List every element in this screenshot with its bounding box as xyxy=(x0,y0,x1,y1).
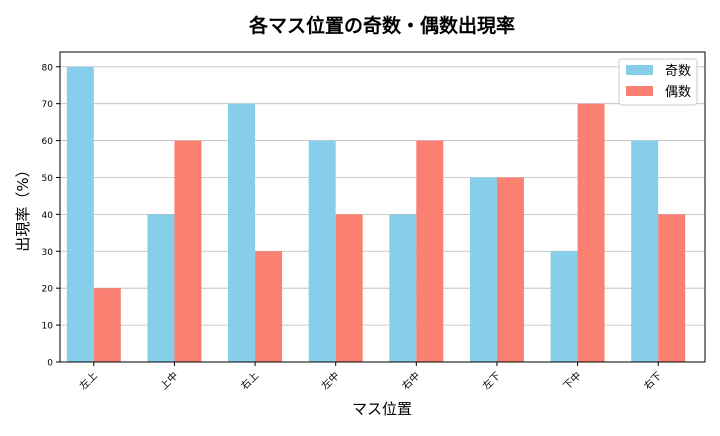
legend-swatch-even xyxy=(626,86,653,96)
y-tick-label: 20 xyxy=(42,285,54,295)
y-tick-label: 0 xyxy=(47,359,53,369)
bar-odd xyxy=(469,177,497,362)
bar-even xyxy=(496,177,524,362)
y-axis-label: 出現率（%） xyxy=(14,162,32,251)
y-tick-label: 60 xyxy=(42,137,54,147)
x-tick-label: 右中 xyxy=(399,369,422,392)
legend-label-even: 偶数 xyxy=(665,85,691,100)
bar-odd xyxy=(389,214,417,362)
x-tick-label: 下中 xyxy=(560,369,583,392)
x-axis-label: マス位置 xyxy=(352,400,412,418)
bar-odd xyxy=(308,140,336,362)
bar-even xyxy=(255,251,283,362)
x-tick-label: 左中 xyxy=(318,369,341,392)
bar-odd xyxy=(66,66,94,362)
y-tick-label: 70 xyxy=(42,100,54,110)
x-tick-label: 左上 xyxy=(77,369,100,392)
bar-odd xyxy=(228,103,256,363)
bar-odd xyxy=(631,140,659,362)
x-tick-label: 右上 xyxy=(238,369,261,392)
bar-even xyxy=(658,214,686,362)
y-tick-label: 80 xyxy=(42,63,54,73)
chart-title: 各マス位置の奇数・偶数出現率 xyxy=(248,14,515,37)
y-tick-label: 10 xyxy=(42,322,54,332)
x-tick-label: 左下 xyxy=(480,369,503,392)
bar-even xyxy=(93,288,121,362)
bar-even xyxy=(416,140,444,362)
bar-odd xyxy=(147,214,175,362)
y-tick-label: 40 xyxy=(42,211,54,221)
y-tick-label: 50 xyxy=(42,174,54,184)
bar-even xyxy=(335,214,363,362)
bar-even xyxy=(577,103,605,363)
legend: 奇数 偶数 xyxy=(618,58,698,106)
legend-label-odd: 奇数 xyxy=(665,63,691,79)
y-tick-label: 30 xyxy=(42,248,54,258)
bar-odd xyxy=(550,251,578,362)
legend-swatch-odd xyxy=(626,65,653,75)
x-tick-label: 上中 xyxy=(157,369,180,392)
bar-even xyxy=(174,140,202,362)
plot-frame xyxy=(59,51,706,363)
x-tick-label: 右下 xyxy=(641,369,664,392)
